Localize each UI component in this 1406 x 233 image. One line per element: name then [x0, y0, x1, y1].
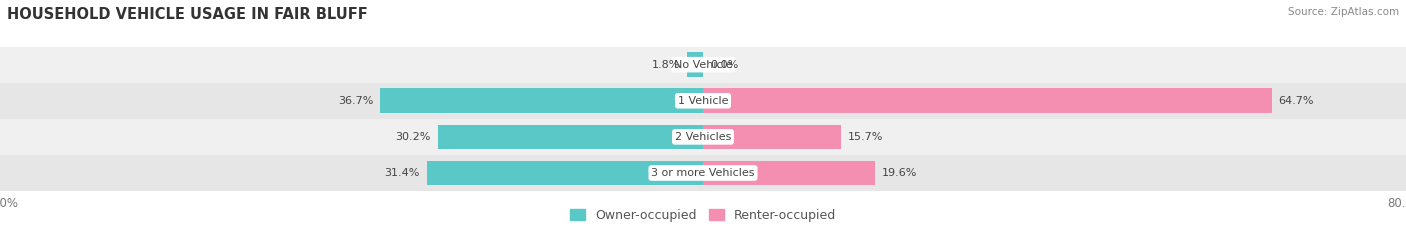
Text: 2 Vehicles: 2 Vehicles — [675, 132, 731, 142]
Text: 15.7%: 15.7% — [848, 132, 883, 142]
Bar — [0, 119, 1406, 155]
Text: 31.4%: 31.4% — [385, 168, 420, 178]
Bar — [0, 155, 1406, 191]
Bar — [0, 47, 1406, 83]
Text: 1 Vehicle: 1 Vehicle — [678, 96, 728, 106]
Bar — [703, 89, 1271, 113]
Text: 36.7%: 36.7% — [337, 96, 374, 106]
Bar — [688, 52, 703, 77]
Bar — [427, 161, 703, 185]
Bar — [0, 83, 1406, 119]
Legend: Owner-occupied, Renter-occupied: Owner-occupied, Renter-occupied — [565, 204, 841, 227]
Text: 1.8%: 1.8% — [652, 60, 681, 70]
Text: 19.6%: 19.6% — [883, 168, 918, 178]
Text: 30.2%: 30.2% — [395, 132, 430, 142]
Text: 3 or more Vehicles: 3 or more Vehicles — [651, 168, 755, 178]
Text: No Vehicle: No Vehicle — [673, 60, 733, 70]
Bar — [703, 161, 875, 185]
Text: Source: ZipAtlas.com: Source: ZipAtlas.com — [1288, 7, 1399, 17]
Text: 64.7%: 64.7% — [1278, 96, 1315, 106]
Bar — [381, 89, 703, 113]
Text: 0.0%: 0.0% — [710, 60, 738, 70]
Text: HOUSEHOLD VEHICLE USAGE IN FAIR BLUFF: HOUSEHOLD VEHICLE USAGE IN FAIR BLUFF — [7, 7, 368, 22]
Bar — [703, 125, 841, 149]
Bar — [437, 125, 703, 149]
